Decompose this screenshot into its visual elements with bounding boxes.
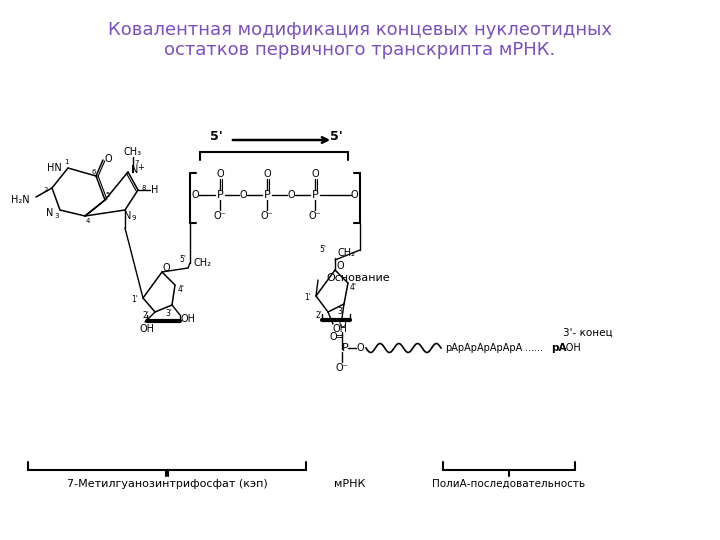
Text: O: O [336, 261, 344, 271]
Text: ПолиА-последовательность: ПолиА-последовательность [433, 479, 585, 489]
Text: 2': 2' [315, 312, 323, 321]
Text: ......: ...... [525, 343, 543, 353]
Text: 9: 9 [132, 215, 136, 221]
Text: 5': 5' [179, 254, 186, 264]
Text: O: O [338, 319, 346, 329]
Text: =: = [336, 332, 345, 342]
Text: O⁻: O⁻ [336, 363, 348, 373]
Text: N: N [125, 211, 132, 221]
Text: -OH: -OH [563, 343, 582, 353]
Text: P: P [264, 190, 271, 200]
Text: остатков первичного транскрипта мРНК.: остатков первичного транскрипта мРНК. [164, 41, 556, 59]
Text: O⁻: O⁻ [214, 211, 226, 221]
Text: 2': 2' [143, 312, 150, 321]
Text: pA: pA [551, 343, 567, 353]
Text: O: O [350, 190, 358, 200]
Text: O: O [239, 190, 247, 200]
Text: Ковалентная модификация концевых нуклеотидных: Ковалентная модификация концевых нуклеот… [108, 21, 612, 39]
Text: N: N [131, 165, 139, 175]
Text: O: O [356, 343, 364, 353]
Text: 8: 8 [142, 185, 146, 191]
Text: 7: 7 [135, 160, 139, 166]
Text: CH₃: CH₃ [124, 147, 142, 157]
Text: 1': 1' [132, 295, 138, 305]
Text: OH: OH [181, 314, 196, 324]
Text: P: P [312, 190, 318, 200]
Text: O: O [329, 332, 337, 342]
Text: pApApApApApA: pApApApApApA [445, 343, 522, 353]
Text: P: P [341, 343, 348, 353]
Text: OH: OH [333, 324, 348, 334]
Text: 7-Метилгуанозинтрифосфат (кэп): 7-Метилгуанозинтрифосфат (кэп) [67, 479, 267, 489]
Text: 3: 3 [55, 213, 59, 219]
Text: 5': 5' [210, 130, 222, 143]
Text: 6: 6 [91, 169, 96, 175]
Text: P: P [217, 190, 223, 200]
Text: 3': 3' [338, 307, 344, 316]
Text: HN: HN [48, 163, 62, 173]
Text: 5': 5' [320, 246, 326, 254]
Text: мРНК: мРНК [334, 479, 366, 489]
Text: 5: 5 [106, 192, 110, 198]
Text: 1: 1 [64, 159, 68, 165]
Text: 1': 1' [305, 294, 312, 302]
Text: 4': 4' [178, 285, 184, 294]
Text: O: O [162, 263, 170, 273]
Text: H₂N: H₂N [12, 195, 30, 205]
Text: O: O [311, 169, 319, 179]
Text: OH: OH [140, 324, 155, 334]
Text: 5': 5' [330, 130, 343, 143]
Text: +: + [138, 164, 145, 172]
Text: O: O [287, 190, 294, 200]
Text: Основание: Основание [326, 273, 390, 283]
Text: CH₂: CH₂ [193, 258, 211, 268]
Text: CH₂: CH₂ [338, 248, 356, 258]
Text: N: N [45, 208, 53, 218]
Text: 4': 4' [349, 282, 356, 292]
Text: O⁻: O⁻ [309, 211, 321, 221]
Text: O: O [192, 190, 199, 200]
Text: H: H [151, 185, 158, 195]
Text: 3': 3' [166, 308, 173, 318]
Text: O: O [216, 169, 224, 179]
Text: O⁻: O⁻ [261, 211, 274, 221]
Text: O: O [104, 154, 112, 164]
Text: 4: 4 [86, 218, 90, 224]
Text: 2: 2 [44, 187, 48, 193]
Text: 3'- конец: 3'- конец [563, 328, 613, 338]
Text: O: O [264, 169, 271, 179]
